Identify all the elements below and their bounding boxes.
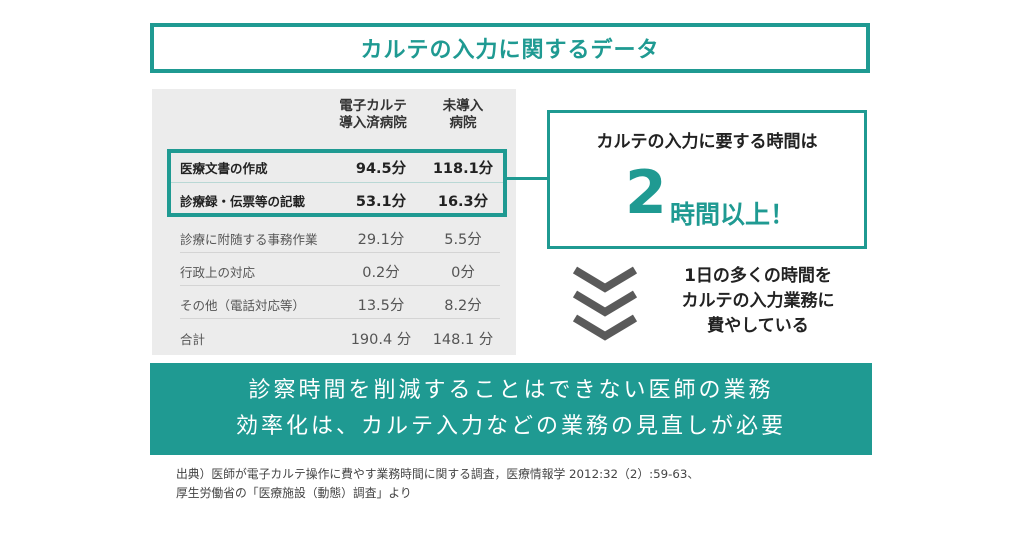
row-value-ehr: 190.4 分: [350, 332, 412, 348]
row-value-no-ehr: 8.2分: [444, 298, 482, 314]
banner-line: 効率化は、カルテ入力などの業務の見直しが必要: [235, 414, 786, 439]
callout-suffix: 時間以上！: [670, 200, 796, 229]
row-value-ehr: 29.1分: [357, 232, 405, 248]
row-value-no-ehr: 148.1 分: [432, 332, 494, 348]
banner-line: 診察時間を削減することはできない医師の業務: [248, 378, 774, 403]
table-row: 行政上の対応 0.2分 0分: [180, 255, 500, 286]
callout-heading: カルテの入力に要する時間は: [596, 132, 818, 152]
chevron-down-icon: [572, 266, 638, 341]
row-value-no-ehr: 5.5分: [444, 232, 482, 248]
table-row-total: 合計 190.4 分 148.1 分: [180, 322, 500, 352]
row-value-no-ehr: 118.1分: [432, 161, 494, 177]
row-label: 医療文書の作成: [180, 161, 268, 176]
highlight-frame: [167, 149, 507, 217]
table-row: 医療文書の作成 94.5分 118.1分: [180, 151, 500, 181]
row-value-no-ehr: 0分: [451, 265, 475, 281]
row-label: 合計: [180, 332, 206, 347]
row-label: 行政上の対応: [180, 265, 256, 280]
table-row: 診療に附随する事務作業 29.1分 5.5分: [180, 222, 500, 253]
row-label: 診療録・伝票等の記載: [180, 194, 306, 209]
chevron-down-icon: [572, 290, 638, 317]
page-title: カルテの入力に関するデータ: [360, 38, 660, 63]
chevron-down-icon: [572, 314, 638, 341]
chevron-down-icon: [572, 266, 638, 293]
source-citation: 出典）医師が電子カルテ操作に費やす業務時間に関する調査，医療情報学 2012:3…: [176, 467, 700, 500]
table-row: 診療録・伝票等の記載 53.1分 16.3分: [180, 184, 500, 214]
column-header-no-ehr: 未導入 病院: [442, 98, 484, 131]
title-box: カルテの入力に関するデータ: [150, 23, 870, 73]
callout-box: カルテの入力に要する時間は 2 時間以上！: [547, 110, 867, 249]
row-label: 診療に附随する事務作業: [180, 232, 318, 247]
row-value-ehr: 53.1分: [355, 194, 407, 210]
connector-line: [506, 177, 548, 180]
table-row: その他（電話対応等） 13.5分 8.2分: [180, 288, 500, 319]
row-label: その他（電話対応等）: [180, 298, 306, 313]
conclusion-banner: 診察時間を削減することはできない医師の業務 効率化は、カルテ入力などの業務の見直…: [150, 363, 872, 455]
row-value-ehr: 13.5分: [357, 298, 405, 314]
data-table-background: [152, 89, 516, 355]
column-header-ehr: 電子カルテ 導入済病院: [339, 98, 407, 131]
summary-note: 1日の多くの時間を カルテの入力業務に 費やしている: [681, 266, 835, 336]
row-value-no-ehr: 16.3分: [437, 194, 489, 210]
highlight-divider: [171, 182, 503, 183]
callout-number: 2: [625, 158, 667, 228]
row-value-ehr: 94.5分: [355, 161, 407, 177]
row-value-ehr: 0.2分: [362, 265, 400, 281]
